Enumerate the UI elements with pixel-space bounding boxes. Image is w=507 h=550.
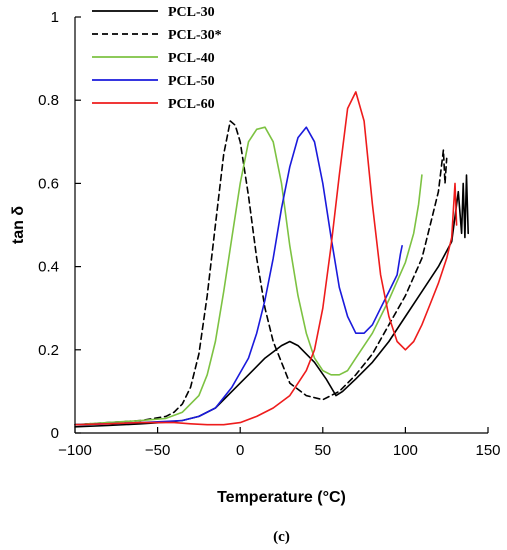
y-tick-label: 0.2 (38, 342, 59, 359)
legend-label: PCL-50 (168, 74, 215, 89)
y-tick-label: 1 (51, 9, 59, 26)
legend-label: PCL-60 (168, 97, 215, 112)
series-line-pcl-50 (74, 126, 403, 426)
y-tick-label: 0.6 (38, 175, 59, 192)
legend-label: PCL-30* (168, 28, 222, 43)
x-tick-label: 150 (475, 442, 500, 459)
legend-label: PCL-30 (168, 5, 215, 20)
axes (74, 17, 488, 434)
x-tick-label: 0 (236, 442, 244, 459)
x-tick-label: −100 (58, 442, 92, 459)
x-tick-label: −50 (145, 442, 170, 459)
x-tick-label: 100 (393, 442, 418, 459)
legend-label: PCL-40 (168, 51, 215, 66)
series-line-pcl-60 (74, 91, 458, 426)
series-line-pcl-40 (74, 126, 423, 426)
x-tick-label: 50 (314, 442, 331, 459)
y-tick-label: 0.8 (38, 92, 59, 109)
x-axis-title: Temperature (°C) (217, 489, 346, 506)
y-tick-label: 0 (51, 425, 59, 442)
series-line-pcl-30- (74, 120, 448, 426)
series-line-pcl-30 (74, 174, 469, 428)
y-tick-label: 0.4 (38, 259, 59, 276)
series-lines (74, 91, 469, 428)
tick-labels: −100 −50 0 50 100 150 0 0.2 0.4 0.6 0.8 1 (38, 9, 500, 459)
legend: PCL-30 PCL-30* PCL-40 PCL-50 PCL-60 (92, 5, 222, 112)
y-axis-title: tan δ (10, 206, 27, 244)
tick-marks (74, 16, 489, 434)
panel-label: (c) (273, 529, 290, 545)
